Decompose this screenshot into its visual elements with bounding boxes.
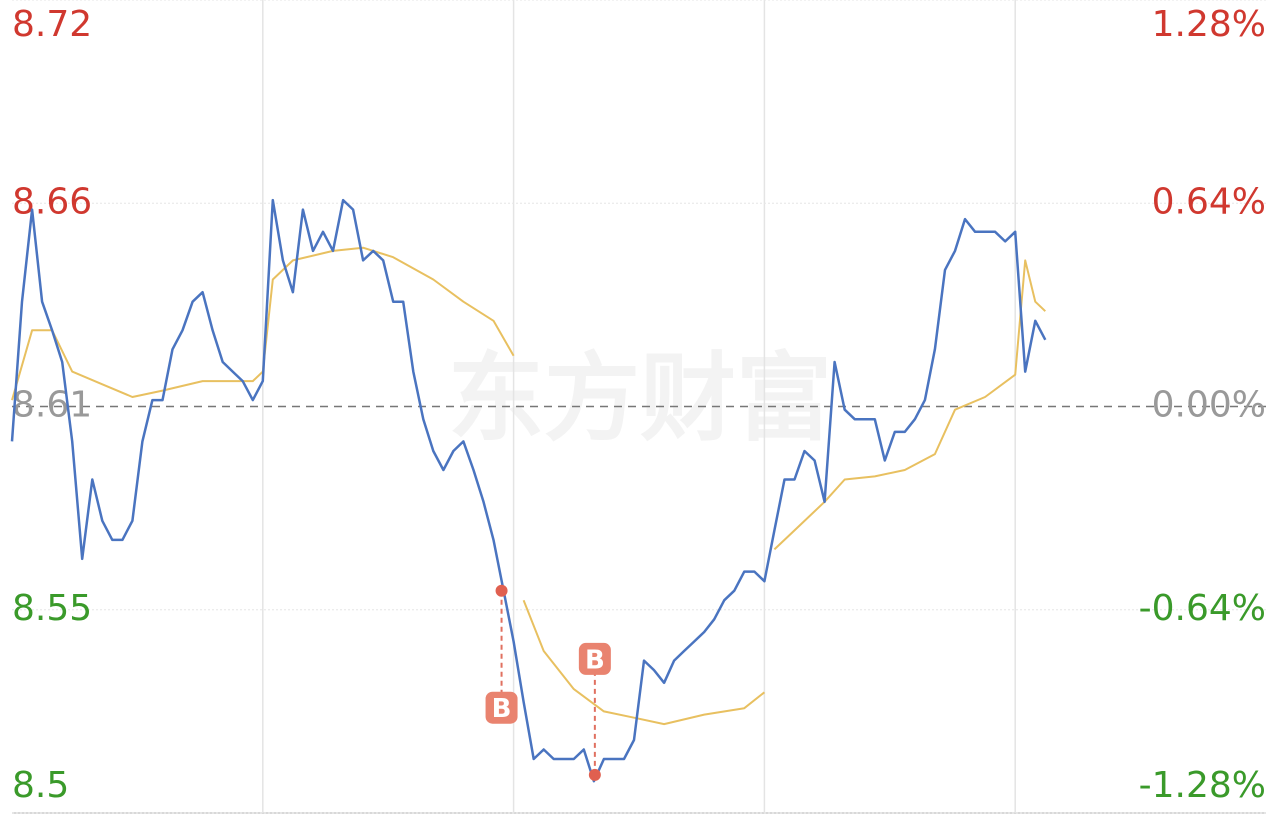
y-tick-label: 8.5: [12, 765, 69, 806]
y2-tick-label: 0.64%: [1152, 181, 1266, 222]
y-tick-label: 8.66: [12, 181, 92, 222]
annotation-label: B: [492, 694, 512, 724]
watermark: 东方财富: [448, 342, 832, 454]
y2-tick-label: -1.28%: [1139, 765, 1266, 806]
annotation-point: [495, 584, 508, 597]
y-tick-label: 8.72: [12, 4, 92, 45]
y2-tick-label: 1.28%: [1152, 4, 1266, 45]
annotation-badge: [578, 642, 611, 675]
annotation-badge: [485, 691, 518, 724]
series-line: [11, 246, 1046, 726]
y2-tick-label: -0.64%: [1139, 588, 1266, 629]
y-tick-label: 8.55: [12, 588, 92, 629]
annotation-label: B: [585, 645, 605, 675]
y-tick-label: 8.61: [12, 385, 92, 426]
series-line: [10, 198, 1047, 783]
annotation-point: [588, 768, 601, 781]
y2-tick-label: 0.00%: [1152, 385, 1266, 426]
